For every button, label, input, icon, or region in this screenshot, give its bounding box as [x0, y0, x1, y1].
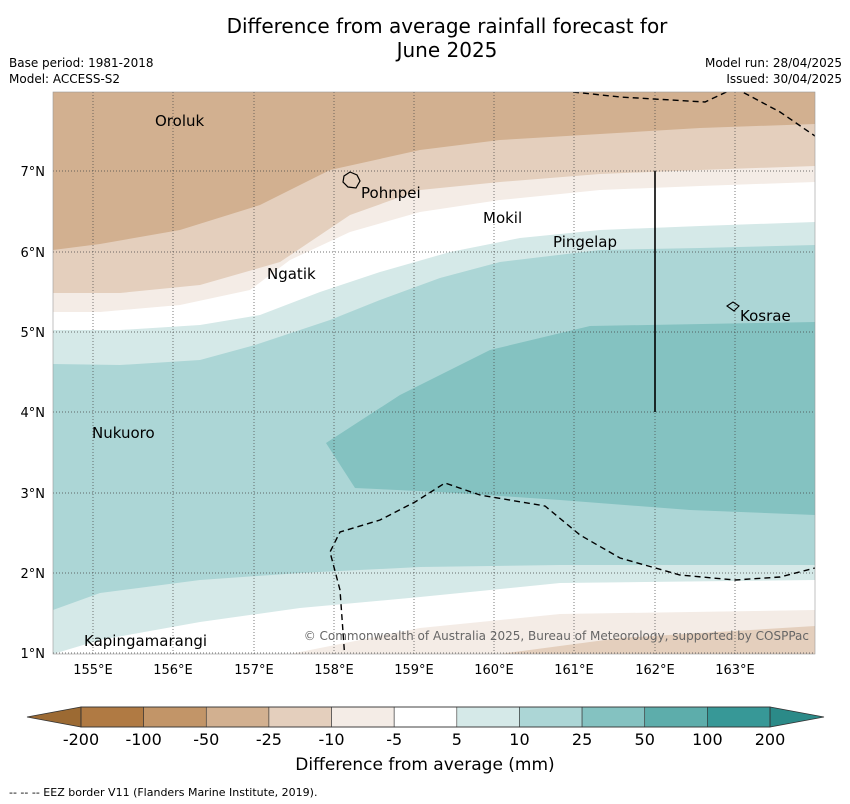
place-pohnpei: Pohnpei [361, 184, 421, 202]
lat-tick: 3°N [21, 487, 46, 502]
kosrae-island-shape [726, 301, 740, 312]
colorbar-cell [456, 706, 520, 728]
band-25-50 [326, 322, 815, 515]
lon-tick: 158°E [314, 663, 354, 678]
lat-tick: 2°N [21, 567, 46, 582]
colorbar-cell [268, 706, 332, 728]
colorbar-cell [205, 706, 270, 728]
colorbar-label: -200 [63, 730, 99, 749]
lon-tick: 162°E [635, 663, 675, 678]
colorbar-cell [80, 706, 144, 728]
band-minus50-north [53, 92, 815, 250]
band-minus25-south [500, 626, 815, 654]
place-pingelap: Pingelap [553, 233, 617, 251]
place-mokil: Mokil [483, 209, 522, 227]
lat-tick: 4°N [21, 406, 46, 421]
colorbar: -200 -100 -50 -25 -10 -5 5 10 25 50 100 200 [26, 706, 825, 749]
colorbar-label: 25 [572, 730, 592, 749]
eez-legend-note: -- -- -- EEZ border V11 (Flanders Marine… [9, 786, 318, 799]
lat-tick: 7°N [21, 165, 46, 180]
colorbar-label: -50 [193, 730, 219, 749]
lat-tick: 5°N [21, 326, 46, 341]
rainfall-map [53, 92, 815, 654]
map-frame [52, 91, 816, 655]
model-run: Model run: 28/04/2025 [704, 56, 842, 70]
colorbar-label: -5 [386, 730, 402, 749]
place-ngatik: Ngatik [267, 265, 316, 283]
copyright-notice: © Commonwealth of Australia 2025, Bureau… [304, 629, 809, 643]
title-line-1: Difference from average rainfall forecas… [226, 14, 668, 38]
model-name: Model: ACCESS-S2 [9, 72, 121, 86]
place-oroluk: Oroluk [155, 112, 204, 130]
colorbar-label: 5 [452, 730, 462, 749]
colorbar-max-arrow [769, 706, 825, 728]
colorbar-title: Difference from average (mm) [295, 755, 555, 775]
issued-date: Issued: 30/04/2025 [726, 72, 842, 86]
colorbar-cell [393, 706, 458, 728]
place-kosrae: Kosrae [740, 307, 791, 325]
place-labels: Oroluk Pohnpei Mokil Pingelap Ngatik Kos… [84, 112, 791, 650]
colorbar-label: 50 [635, 730, 655, 749]
colorbar-cell [581, 706, 646, 728]
colorbar-cell [644, 706, 708, 728]
lon-tick: 159°E [394, 663, 434, 678]
colorbar-frame [80, 706, 771, 728]
lon-ticks: 155°E 156°E 157°E 158°E 159°E 160°E 161°… [73, 663, 755, 678]
lon-tick: 155°E [73, 663, 113, 678]
colorbar-cell [519, 706, 583, 728]
meta-right: Model run: 28/04/2025 Issued: 30/04/2025 [705, 55, 842, 87]
place-nukuoro: Nukuoro [92, 424, 155, 442]
colorbar-label: 10 [509, 730, 529, 749]
colorbar-cell [331, 706, 395, 728]
place-kapingamarangi: Kapingamarangi [84, 632, 207, 650]
base-period: Base period: 1981-2018 [9, 56, 154, 70]
colorbar-label: 200 [755, 730, 786, 749]
gridlines [53, 92, 815, 654]
colorbar-label: -10 [318, 730, 344, 749]
lon-tick: 161°E [554, 663, 594, 678]
chart-title: Difference from average rainfall forecas… [0, 14, 850, 62]
lon-tick: 160°E [474, 663, 514, 678]
lon-tick: 156°E [153, 663, 193, 678]
colorbar-cell [143, 706, 207, 728]
colorbar-cell [707, 706, 771, 728]
meta-left: Base period: 1981-2018 Model: ACCESS-S2 [9, 55, 154, 87]
colorbar-min-arrow [26, 706, 82, 728]
lat-ticks: 7°N 6°N 5°N 4°N 3°N 2°N 1°N [21, 165, 46, 662]
lat-tick: 6°N [21, 246, 46, 261]
lon-tick: 163°E [715, 663, 755, 678]
colorbar-label: -25 [256, 730, 282, 749]
eez-border [329, 92, 815, 654]
pohnpei-island-shape [342, 171, 361, 189]
colorbar-label: 100 [692, 730, 723, 749]
title-line-2: June 2025 [396, 38, 498, 62]
lon-tick: 157°E [234, 663, 274, 678]
colorbar-label: -100 [125, 730, 161, 749]
lat-tick: 1°N [21, 647, 46, 662]
